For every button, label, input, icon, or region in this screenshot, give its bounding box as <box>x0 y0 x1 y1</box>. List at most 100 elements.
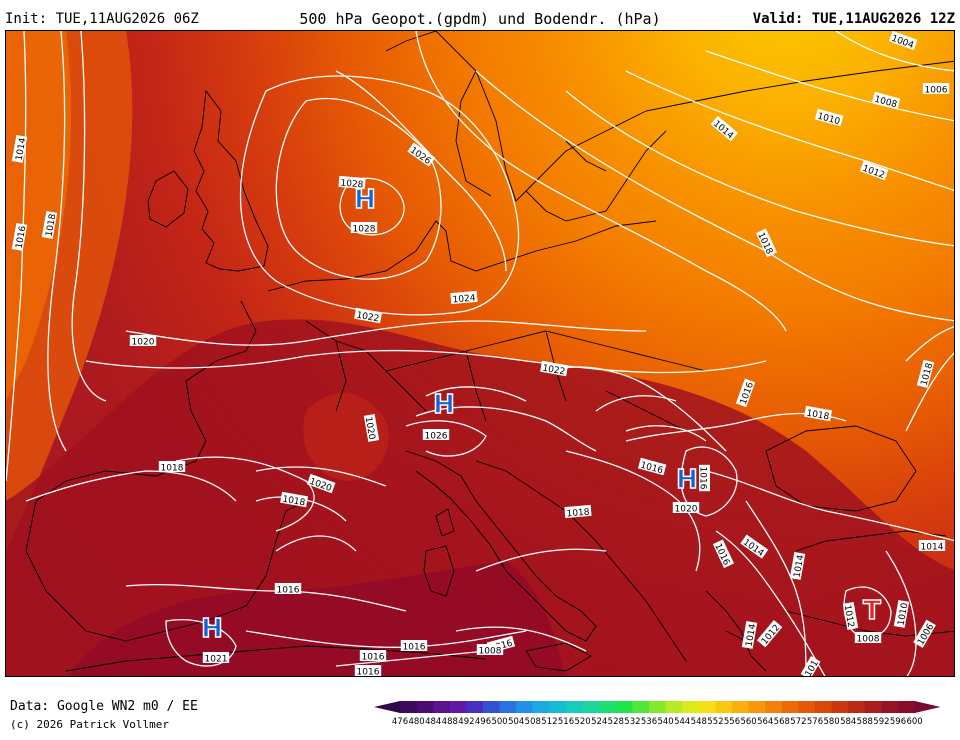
colorbar-swatch <box>449 701 467 713</box>
colorbar-swatch <box>781 701 799 713</box>
colorbar-swatch <box>715 701 733 713</box>
isobar-label: 1018 <box>41 210 58 239</box>
colorbar-tick-label: 596 <box>890 717 906 727</box>
svg-text:1008: 1008 <box>479 647 502 657</box>
colorbar-tick-label: 500 <box>491 717 507 727</box>
low-pressure-marker: T <box>863 596 881 626</box>
colorbar-tick-label: 476 <box>392 717 408 727</box>
colorbar-swatch <box>632 701 650 713</box>
high-pressure-marker: H <box>201 614 223 644</box>
colorbar-swatch <box>898 701 916 713</box>
colorbar-swatch <box>881 701 899 713</box>
colorbar-tick-label: 592 <box>873 717 889 727</box>
colorbar-max-extend <box>914 701 941 713</box>
data-source-label: Data: Google WN2 m0 / EE <box>10 699 198 714</box>
isobar-label: 1014 <box>789 551 807 580</box>
geopotential-field-south <box>67 561 566 676</box>
colorbar-swatch <box>516 701 534 713</box>
svg-text:1022: 1022 <box>542 364 566 378</box>
isobar-label: 1020 <box>129 335 157 348</box>
colorbar-tick-label: 492 <box>458 717 474 727</box>
colorbar-swatch <box>483 701 501 713</box>
isobar-label: 1020 <box>672 502 700 515</box>
colorbar-tick-label: 536 <box>641 717 657 727</box>
colorbar-tick-label: 524 <box>591 717 607 727</box>
svg-text:1016: 1016 <box>15 225 29 250</box>
svg-text:1018: 1018 <box>566 507 590 519</box>
colorbar-swatch <box>748 701 766 713</box>
init-time-label: Init: TUE,11AUG2026 06Z <box>5 11 199 27</box>
colorbar-tick-label: 540 <box>657 717 673 727</box>
colorbar-tick-label: 488 <box>442 717 458 727</box>
colorbar-tick-label: 564 <box>757 717 773 727</box>
colorbar-swatch <box>615 701 633 713</box>
svg-text:1024: 1024 <box>452 293 476 305</box>
geopotential-field-alps <box>303 392 389 481</box>
colorbar-tick-label: 528 <box>608 717 624 727</box>
svg-text:1016: 1016 <box>357 668 380 678</box>
colorbar-swatch <box>532 701 550 713</box>
svg-text:1014: 1014 <box>793 554 807 579</box>
isobar-label: 1024 <box>450 290 478 305</box>
svg-text:1026: 1026 <box>425 432 448 442</box>
svg-text:1014: 1014 <box>15 137 29 162</box>
colorbar-swatch <box>599 701 617 713</box>
isobar-label: 1016 <box>354 665 382 678</box>
colorbar-tick-label: 576 <box>807 717 823 727</box>
isobar-label: 1018 <box>280 491 309 509</box>
isobar-label: 1010 <box>893 599 910 628</box>
isobar-label: 1016 <box>274 583 302 596</box>
colorbar-tick-label: 512 <box>541 717 557 727</box>
isobar-label: 1016 <box>698 464 710 492</box>
isobar-label: 1008 <box>476 644 504 657</box>
colorbar-tick-label: 556 <box>724 717 740 727</box>
svg-text:1016: 1016 <box>698 467 708 490</box>
colorbar-swatch <box>682 701 700 713</box>
svg-text:1014: 1014 <box>745 623 759 648</box>
high-pressure-marker: H <box>676 465 698 495</box>
svg-text:1016: 1016 <box>362 653 385 663</box>
colorbar-tick-label: 588 <box>857 717 873 727</box>
weather-map[interactable]: 1004 1006 1008 1010 1012 1014 1014 1016 1018 1018… <box>5 30 955 677</box>
colorbar-tick-label: 548 <box>691 717 707 727</box>
high-pressure-marker: H <box>433 390 455 420</box>
colorbar-tick-label: 584 <box>840 717 856 727</box>
colorbar-tick-label: 532 <box>624 717 640 727</box>
coastlines <box>25 31 954 672</box>
svg-text:1021: 1021 <box>205 655 228 665</box>
colorbar-swatch <box>566 701 584 713</box>
colorbar-swatch <box>848 701 866 713</box>
isobar-label: 1026 <box>422 429 450 442</box>
colorbar-tick-label: 560 <box>740 717 756 727</box>
colorbar-tick-label: 600 <box>906 717 922 727</box>
isobar-label: 1022 <box>354 307 383 325</box>
isobar-label: 1014 <box>11 134 29 163</box>
geopotential-field-south <box>6 319 954 676</box>
isobar-label: 1018 <box>564 504 592 519</box>
pressure-centers: H H H H T <box>200 184 882 645</box>
colorbar-tick-label: 480 <box>408 717 424 727</box>
svg-text:1028: 1028 <box>353 225 376 235</box>
geopotential-field-west <box>6 31 72 401</box>
isobar-label: 1012 <box>842 601 859 630</box>
colorbar-swatch <box>665 701 683 713</box>
isobar-label: 1020 <box>363 413 380 442</box>
colorbar-tick-label: 572 <box>790 717 806 727</box>
colorbar-swatch <box>499 701 517 713</box>
colorbar-swatch <box>582 701 600 713</box>
colorbar-swatch <box>416 701 434 713</box>
colorbar-swatch <box>466 701 484 713</box>
colorbar-swatch <box>831 701 849 713</box>
svg-text:1022: 1022 <box>356 311 380 325</box>
svg-text:1020: 1020 <box>132 338 155 348</box>
svg-text:1008: 1008 <box>857 635 880 645</box>
svg-text:1018: 1018 <box>282 495 307 509</box>
svg-text:1016: 1016 <box>403 643 426 653</box>
copyright-label: (c) 2026 Patrick Vollmer <box>10 718 169 731</box>
colorbar-swatch <box>649 701 667 713</box>
isobar-label: 1018 <box>158 461 186 474</box>
isobar-label: 1028 <box>350 222 378 235</box>
svg-text:1006: 1006 <box>925 86 948 96</box>
colorbar-swatch <box>732 701 750 713</box>
